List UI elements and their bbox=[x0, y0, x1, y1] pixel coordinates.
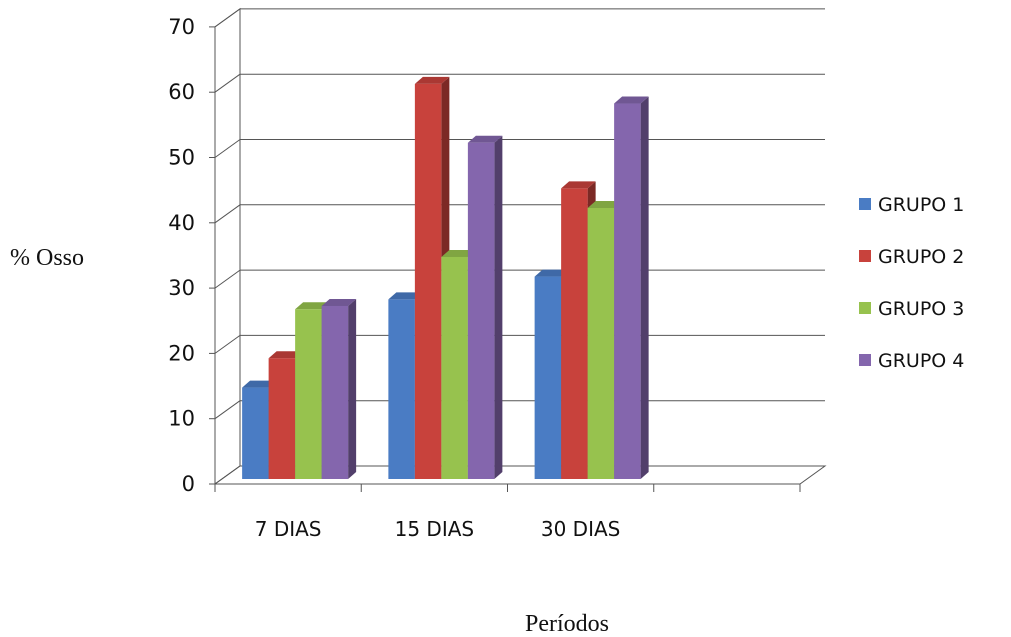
bar-front bbox=[242, 387, 269, 479]
y-tick-label: 30 bbox=[168, 276, 195, 300]
bar-side bbox=[348, 298, 357, 479]
bar bbox=[321, 298, 357, 479]
bar-front bbox=[268, 358, 296, 479]
y-tick-label: 10 bbox=[168, 407, 195, 431]
x-axis-title: Períodos bbox=[525, 611, 609, 637]
bar-top bbox=[467, 135, 503, 143]
bar-front bbox=[321, 305, 349, 479]
legend-swatch bbox=[859, 198, 871, 210]
gridline-depth bbox=[214, 334, 241, 354]
x-tick-label: 30 DIAS bbox=[541, 517, 620, 541]
bar-side bbox=[640, 96, 649, 480]
gridline-depth bbox=[214, 8, 241, 28]
bar-front bbox=[441, 256, 468, 479]
gridline-depth bbox=[214, 73, 241, 93]
bar-top bbox=[614, 96, 649, 104]
bar bbox=[614, 96, 649, 480]
gridline-depth bbox=[214, 400, 241, 420]
bar-front bbox=[467, 142, 495, 479]
gridline-depth bbox=[214, 139, 241, 158]
side-wall bbox=[214, 7, 241, 485]
bar-top bbox=[321, 298, 357, 306]
bars bbox=[242, 76, 649, 480]
bar-top bbox=[268, 351, 304, 359]
legend-label: GRUPO 1 bbox=[878, 194, 964, 216]
y-tick-label: 50 bbox=[168, 146, 195, 170]
bar-front bbox=[414, 83, 442, 479]
bar-side bbox=[494, 135, 503, 479]
bar-front bbox=[561, 188, 588, 480]
legend-label: GRUPO 2 bbox=[878, 246, 964, 268]
legend: GRUPO 1 GRUPO 2 GRUPO 3 GRUPO 4 bbox=[859, 194, 964, 372]
x-axis: 7 DIAS 15 DIAS 30 DIAS bbox=[214, 484, 801, 541]
gridline-depth bbox=[214, 269, 241, 289]
legend-swatch bbox=[859, 302, 871, 314]
legend-swatch bbox=[859, 354, 871, 366]
y-tick-label: 70 bbox=[168, 15, 195, 39]
bar bbox=[467, 135, 503, 479]
y-tick-label: 60 bbox=[168, 80, 195, 104]
gridline-depth bbox=[214, 204, 241, 224]
bar-top bbox=[295, 302, 330, 310]
bar-front bbox=[614, 103, 641, 480]
bar bbox=[414, 76, 450, 479]
bar-top bbox=[388, 292, 423, 300]
bar-top bbox=[561, 181, 596, 189]
y-tick-label: 20 bbox=[168, 341, 195, 365]
legend-swatch bbox=[859, 250, 871, 262]
bar-top bbox=[441, 249, 476, 257]
bar-front bbox=[587, 208, 615, 479]
bar-top bbox=[414, 76, 450, 84]
x-tick-label: 15 DIAS bbox=[395, 517, 474, 541]
legend-label: GRUPO 4 bbox=[878, 350, 964, 372]
y-tick-label: 0 bbox=[182, 472, 195, 496]
y-axis-title: % Osso bbox=[10, 245, 84, 271]
legend-label: GRUPO 3 bbox=[878, 298, 964, 320]
y-axis-ticks: 0 10 20 30 40 50 60 70 bbox=[168, 15, 195, 496]
bar-front bbox=[295, 309, 322, 479]
bar-front bbox=[388, 299, 415, 479]
bar-top bbox=[534, 269, 570, 277]
bar-top bbox=[587, 201, 623, 209]
x-tick-label: 7 DIAS bbox=[255, 517, 322, 541]
bar-front bbox=[534, 276, 562, 479]
gridline-depth bbox=[214, 465, 241, 485]
y-tick-label: 40 bbox=[168, 211, 195, 235]
bar-top bbox=[242, 380, 277, 388]
